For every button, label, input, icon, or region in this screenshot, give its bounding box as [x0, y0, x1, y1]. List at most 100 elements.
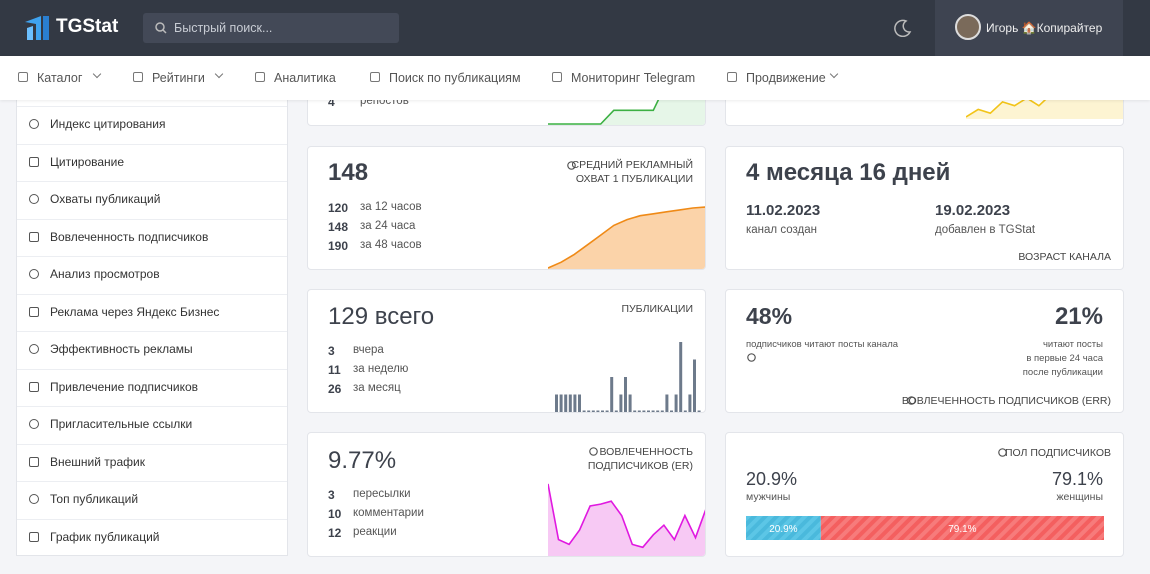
sidebar-item[interactable]: График публикаций	[50, 529, 160, 544]
card-title: ПУБЛИКАЦИИ	[621, 303, 693, 315]
sidebar-item[interactable]: Анализ просмотров	[50, 267, 160, 281]
sidebar-icon	[29, 119, 39, 129]
card-note: после публикации	[1022, 367, 1103, 378]
sparkline-line	[548, 206, 705, 269]
sidebar-item[interactable]: Индекс цитирования	[50, 117, 166, 131]
nav-item[interactable]: Мониторинг Telegram	[571, 71, 696, 85]
stat-label: за неделю	[353, 363, 409, 375]
clock-ring	[589, 447, 598, 456]
bar	[573, 394, 577, 412]
sidebar-item[interactable]: Топ публикаций	[50, 492, 139, 506]
sidebar: Индекс цитирования Цитирование Охваты публ…	[16, 100, 288, 556]
stat-label: за 48 часов	[360, 239, 422, 251]
card-value: 148	[328, 159, 369, 186]
sidebar-divider	[17, 293, 287, 295]
date: 19.02.2023	[935, 202, 1011, 219]
header: TGStat Быстрый поиск... Игорь 🏠Копирайте…	[0, 0, 1150, 56]
sidebar-item[interactable]: Привлечение подписчиков	[50, 379, 199, 394]
bar	[555, 394, 558, 412]
bar	[578, 394, 581, 412]
bar	[693, 359, 696, 412]
bar	[619, 394, 623, 412]
nav-item[interactable]: Поиск по публикациям	[389, 71, 521, 85]
nav-item[interactable]: Продвижение	[746, 71, 826, 85]
bar	[642, 410, 646, 412]
sidebar-item[interactable]: Вовлеченность подписчиков	[50, 229, 209, 244]
sidebar-divider	[17, 406, 287, 407]
clock-ring	[998, 448, 1007, 457]
bar	[651, 410, 655, 412]
bar	[674, 394, 678, 412]
stat-label: пересылки	[353, 488, 411, 500]
bar	[633, 410, 637, 412]
card-title: ОХВАТ 1 ПУБЛИКАЦИИ	[575, 173, 693, 185]
nav-item[interactable]: Рейтинги	[152, 71, 205, 85]
card-title: ПОДПИСЧИКОВ (ER)	[587, 460, 693, 472]
bar	[628, 394, 632, 412]
nav-icon	[727, 72, 737, 82]
clock-ring	[907, 396, 916, 405]
sparkline-area	[548, 207, 705, 269]
bar	[587, 410, 591, 412]
er-card: 9.77% ВОВЛЕЧЕННОСТЬ ПОДПИСЧИКОВ (ER) 3 перес…	[307, 432, 706, 557]
nav-caret	[829, 69, 839, 79]
sidebar-divider	[17, 443, 287, 445]
sidebar-icon	[29, 419, 39, 429]
clock-icon	[907, 396, 916, 405]
sidebar-item[interactable]: Цитирование	[50, 154, 125, 169]
sidebar-icon	[29, 156, 39, 167]
bar	[660, 410, 664, 412]
stat-label: реакции	[353, 526, 397, 538]
sparkline	[548, 483, 705, 556]
stat-value: 3	[328, 344, 335, 358]
nav-bar: Каталог Рейтинги Аналитика Поиск по публика…	[0, 56, 1150, 100]
bar	[683, 410, 687, 412]
date: 11.02.2023	[746, 202, 821, 219]
card-title: ВОЗРАСТ КАНАЛА	[1018, 251, 1111, 263]
bar	[591, 410, 595, 412]
sidebar-divider	[17, 256, 287, 257]
user-menu[interactable]: Игорь 🏠Копирайтер	[935, 0, 1123, 56]
err-card: 48% подписчиков читают посты канала 21% чит…	[725, 289, 1124, 413]
sidebar-item[interactable]: Охваты публикаций	[50, 192, 161, 206]
stat-value: 3	[328, 488, 335, 502]
sidebar-item[interactable]: Пригласительные ссылки	[50, 417, 193, 431]
bar	[665, 394, 669, 412]
sidebar-divider	[17, 181, 287, 182]
segment-label: 20.9%	[769, 524, 797, 535]
male-segment	[746, 516, 821, 540]
card-note: в первые 24 часа	[1026, 353, 1103, 364]
segment-label: 79.1%	[948, 524, 976, 535]
nav-item[interactable]: Каталог	[37, 71, 83, 85]
bar	[559, 394, 563, 412]
card-value: 9.77%	[328, 447, 397, 474]
card-title: ПОЛ ПОДПИСЧИКОВ	[1004, 447, 1111, 459]
sidebar-icon	[29, 531, 39, 542]
card-note: читают посты	[1042, 339, 1103, 350]
stat-label: комментарии	[353, 507, 424, 519]
search-box[interactable]: Быстрый поиск...	[143, 13, 399, 43]
clock-icon	[589, 447, 598, 456]
theme-toggle[interactable]	[894, 19, 912, 37]
sidebar-item[interactable]: Реклама через Яндекс Бизнес	[50, 304, 220, 319]
clock-icon	[747, 353, 756, 362]
stat-value: 12	[328, 526, 342, 540]
sidebar-item[interactable]: Внешний трафик	[50, 454, 145, 469]
stat-label: вчера	[353, 344, 384, 356]
stat-value: 4	[328, 95, 335, 109]
sidebar-item[interactable]: Эффективность рекламы	[50, 342, 193, 356]
user-name: Игорь 🏠Копирайтер	[986, 21, 1103, 35]
gender-bar: 20.9% 79.1%	[746, 516, 1104, 540]
bar	[637, 410, 641, 412]
female-segment	[820, 516, 1104, 540]
age-card: 4 месяца 16 дней 11.02.2023 канал создан 19…	[725, 146, 1124, 270]
sidebar-icon	[29, 231, 39, 242]
clock-ring	[747, 353, 756, 362]
bar	[564, 394, 568, 412]
sidebar-divider	[17, 331, 287, 332]
nav-item[interactable]: Аналитика	[274, 71, 336, 85]
nav-caret	[92, 69, 102, 79]
sidebar-divider	[17, 368, 287, 370]
